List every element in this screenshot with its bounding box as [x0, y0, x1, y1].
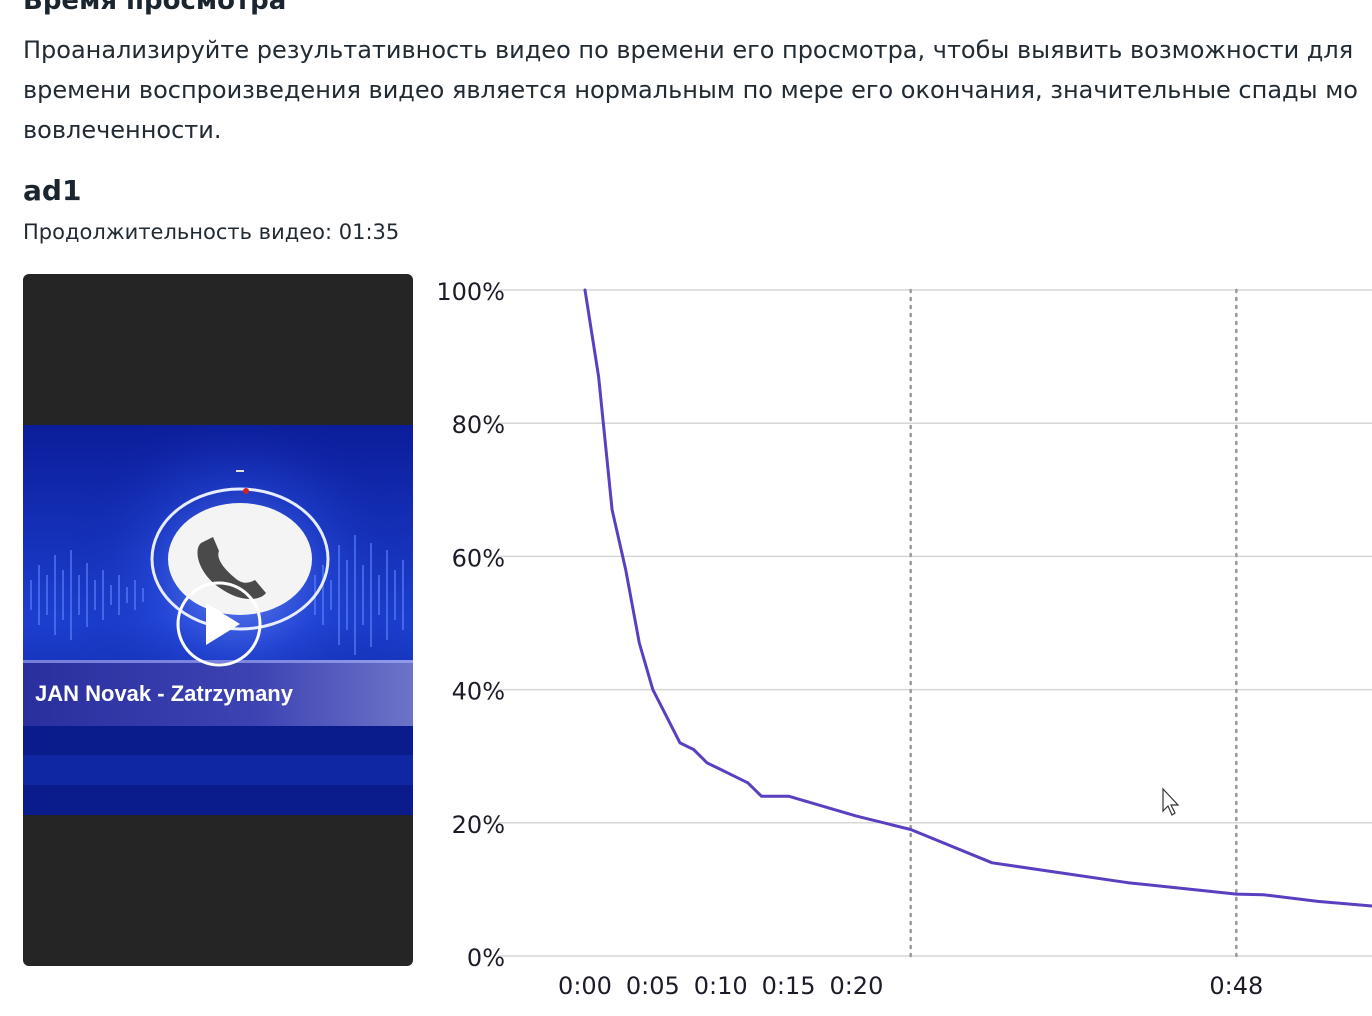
x-tick-label: 0:20	[829, 972, 883, 1000]
video-duration: Продолжительность видео: 01:35	[23, 220, 400, 244]
section-title: Время просмотра	[23, 0, 287, 16]
y-tick-label: 0%	[467, 944, 505, 972]
x-tick-label: 0:15	[762, 972, 816, 1000]
y-tick-label: 20%	[452, 811, 505, 839]
description-line: Проанализируйте результативность видео п…	[23, 36, 1354, 64]
y-tick-label: 80%	[452, 411, 505, 439]
audio-waveform	[30, 535, 404, 655]
description-line: времени воспроизведения видео является н…	[23, 76, 1358, 104]
y-tick-label: 40%	[452, 678, 505, 706]
video-player[interactable]: JAN Novak - Zatrzymany	[23, 274, 413, 966]
description-line: вовлеченности.	[23, 116, 222, 144]
watch-time-chart: 0% 20% 40% 60% 80% 100% 0:00 0:05 0:10 0:15 0:20 0:…	[420, 270, 1372, 1012]
x-tick-label: 0:05	[626, 972, 680, 1000]
thumbnail-caption: JAN Novak - Zatrzymany	[35, 681, 293, 706]
video-name: ad1	[23, 174, 82, 207]
y-tick-label: 100%	[436, 278, 505, 306]
play-icon[interactable]	[174, 579, 264, 669]
x-tick-label: 0:48	[1209, 972, 1263, 1000]
ring-outline	[150, 487, 330, 631]
y-tick-label: 60%	[452, 544, 505, 572]
x-tick-label: 0:00	[558, 972, 612, 1000]
chart-svg: 0% 20% 40% 60% 80% 100% 0:00 0:05 0:10 0:15 0:20 0:…	[436, 278, 1372, 1000]
x-tick-label: 0:10	[694, 972, 748, 1000]
retention-line	[583, 288, 1372, 908]
mouse-cursor-icon	[1162, 787, 1180, 816]
section-description: Проанализируйте результативность видео п…	[23, 30, 1372, 150]
caption-bar	[23, 660, 413, 726]
